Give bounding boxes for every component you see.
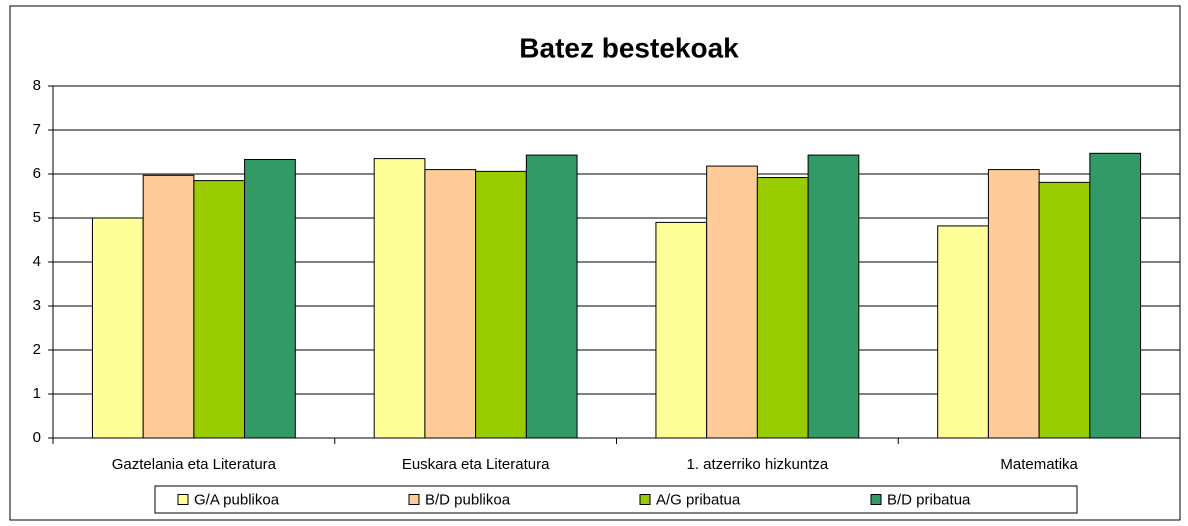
bar — [373, 158, 426, 439]
y-tick-label: 5 — [33, 209, 41, 226]
y-tick-label: 1 — [33, 385, 41, 402]
legend-swatch — [408, 494, 420, 505]
legend-swatch — [870, 494, 882, 505]
bar — [142, 174, 195, 439]
y-tick-label: 8 — [33, 77, 41, 94]
legend-label: B/D pribatua — [887, 491, 971, 508]
bar — [424, 169, 477, 439]
bar — [244, 158, 296, 439]
x-tick-label: 1. atzerriko hizkuntza — [687, 456, 829, 473]
legend-label: G/A publikoa — [194, 491, 280, 508]
bar — [91, 217, 144, 439]
bar — [1038, 181, 1091, 439]
x-tick-label: Matematika — [1000, 456, 1078, 473]
legend-swatch — [177, 494, 189, 505]
bar — [756, 177, 809, 439]
legend-box — [154, 485, 1078, 514]
bar — [475, 170, 527, 439]
bar — [525, 154, 578, 439]
legend-label: A/G pribatua — [656, 491, 741, 508]
bar — [807, 154, 860, 439]
bar — [1089, 152, 1142, 439]
y-tick-label: 4 — [33, 253, 41, 270]
y-tick-label: 0 — [33, 429, 41, 446]
x-tick-label: Gaztelania eta Literatura — [112, 456, 277, 473]
bar — [937, 225, 989, 439]
bar — [193, 180, 246, 439]
x-tick-label: Euskara eta Literatura — [402, 456, 550, 473]
y-tick-label: 7 — [33, 121, 41, 138]
y-tick-label: 3 — [33, 297, 41, 314]
legend-label: B/D publikoa — [425, 491, 511, 508]
bar — [655, 221, 708, 439]
chart-title: Batez bestekoak — [519, 32, 739, 63]
bar — [987, 169, 1040, 439]
legend-swatch — [639, 494, 651, 505]
bar — [706, 165, 758, 439]
y-tick-label: 6 — [33, 165, 41, 182]
y-tick-label: 2 — [33, 341, 41, 358]
